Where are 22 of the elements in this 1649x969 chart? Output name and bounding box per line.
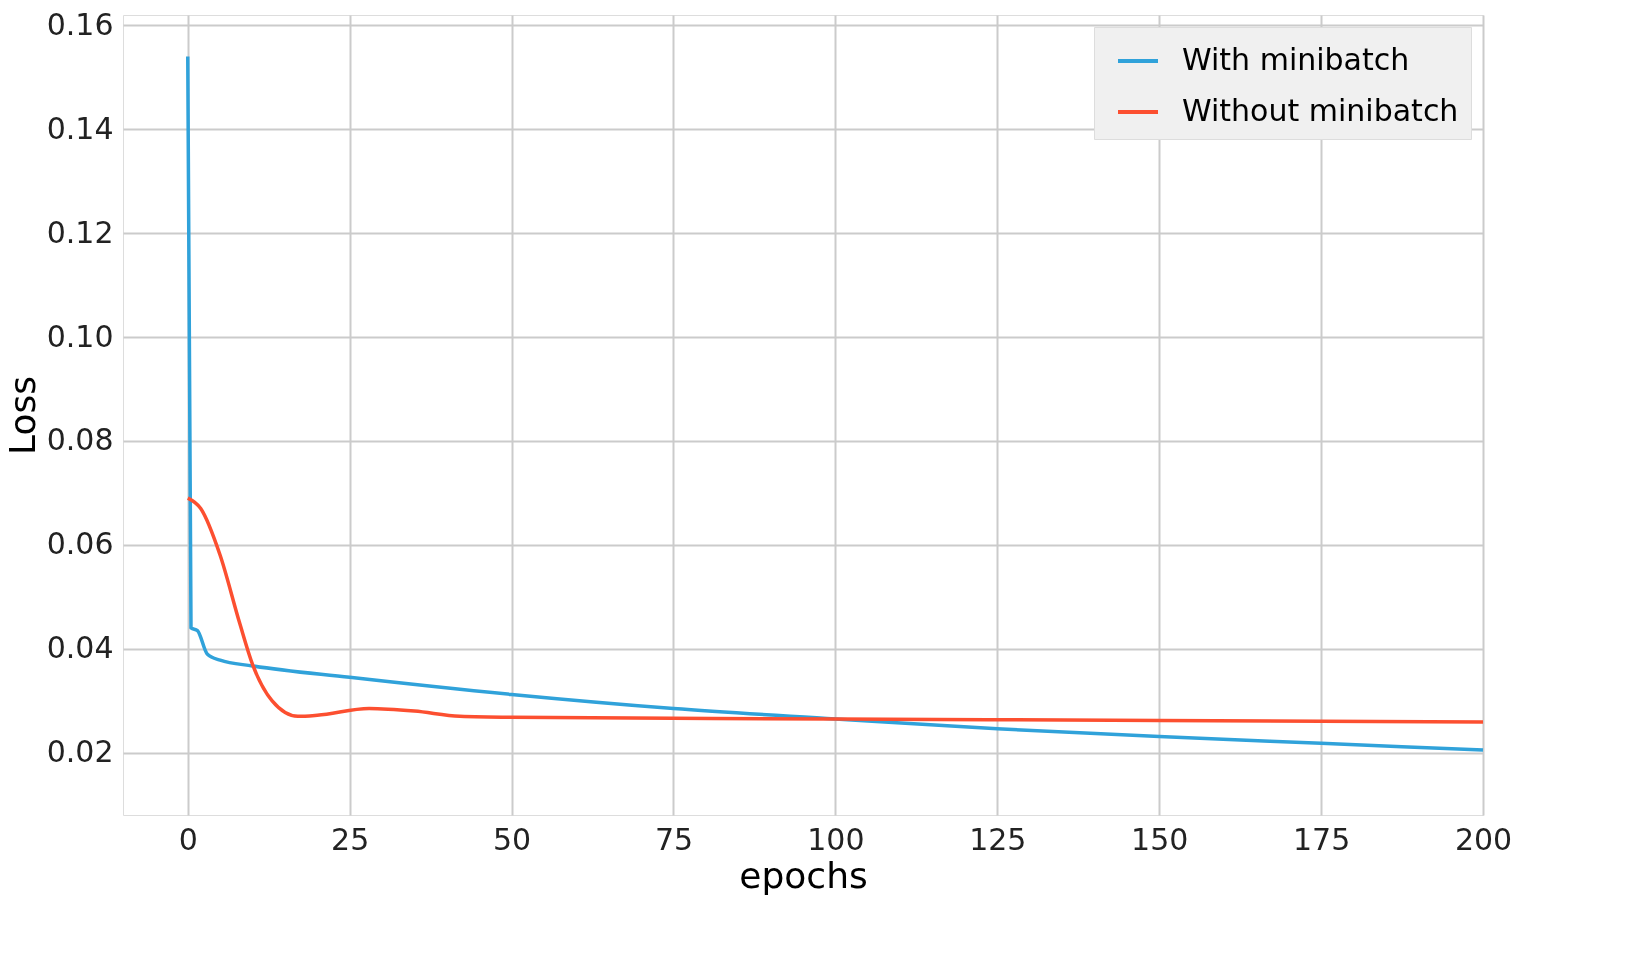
- x-tick-label: 200: [1454, 821, 1513, 857]
- x-tick-label: 0: [178, 821, 198, 857]
- x-tick-label: 50: [492, 821, 532, 857]
- x-axis-title: epochs: [739, 854, 868, 896]
- y-tick-label: 0.10: [46, 318, 114, 354]
- x-tick-label: 150: [1131, 821, 1189, 857]
- x-tick-label: 125: [969, 821, 1027, 857]
- x-tick-label: 175: [1292, 821, 1351, 857]
- y-tick-label: 0.04: [46, 630, 114, 666]
- y-tick-label: 0.08: [46, 422, 114, 458]
- x-tick-label: 25: [331, 821, 370, 857]
- y-tick-label: 0.06: [46, 526, 114, 562]
- y-tick-label: 0.12: [46, 214, 114, 250]
- legend-label: Without minibatch: [1182, 93, 1459, 128]
- y-axis-title: Loss: [1, 376, 43, 455]
- y-tick-label: 0.14: [46, 110, 114, 146]
- line-series: [186, 496, 1485, 724]
- legend-label: With minibatch: [1182, 42, 1410, 77]
- x-tick-label: 100: [807, 821, 865, 857]
- x-tick-label: 75: [654, 821, 694, 857]
- y-tick-label: 0.02: [46, 734, 114, 770]
- y-tick-label: 0.16: [46, 6, 114, 42]
